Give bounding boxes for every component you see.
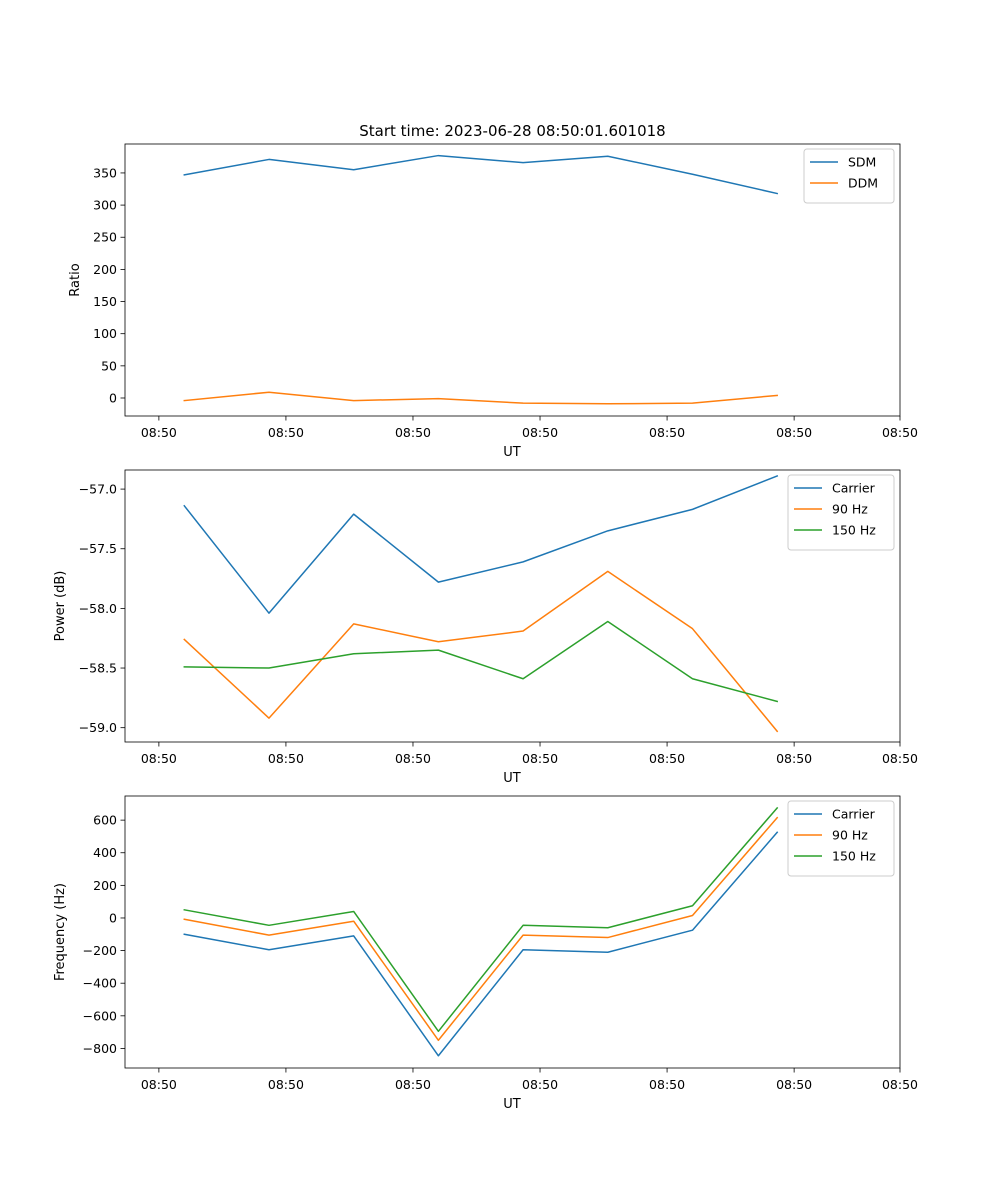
axes-frame [124, 469, 901, 743]
legend-label: DDM [848, 176, 878, 191]
x-axis-label: UT [503, 771, 521, 786]
legend: SDM DDM [803, 148, 895, 204]
y-tick-label: 350 [93, 165, 117, 180]
y-tick-label: 150 [93, 294, 117, 309]
y-tick-label: −57.0 [79, 482, 117, 497]
y-tick-label: 400 [93, 845, 117, 860]
x-tick-label: 08:50 [776, 1077, 812, 1092]
y-tick-label: −800 [83, 1041, 117, 1056]
figure-title: Start time: 2023-06-28 08:50:01.601018 [359, 122, 665, 140]
legend: Carrier 90 Hz 150 Hz [787, 800, 895, 877]
x-tick-label: 08:50 [882, 425, 918, 440]
series-line-sdm [183, 154, 779, 195]
series-line-150-hz [183, 806, 779, 1033]
y-tick-label: −57.5 [79, 541, 117, 556]
x-tick-label: 08:50 [882, 1077, 918, 1092]
y-tick-label: −600 [83, 1008, 117, 1023]
x-tick-label: 08:50 [268, 425, 304, 440]
y-tick-label: 0 [109, 390, 117, 405]
chart-panel-1: 08:50 08:50 08:50 08:50 08:50 08:50 08:50 0 50 10… [68, 143, 918, 460]
y-tick-label: 50 [101, 358, 117, 373]
x-tick-label: 08:50 [141, 1077, 177, 1092]
x-tick-label: 08:50 [522, 751, 558, 766]
y-axis-label: Ratio [68, 263, 83, 296]
legend-box [787, 800, 895, 877]
series-line-90-hz [183, 570, 779, 733]
x-tick-label: 08:50 [649, 1077, 685, 1092]
y-tick-label: −400 [83, 976, 117, 991]
axes-frame [124, 143, 901, 417]
x-tick-label: 08:50 [268, 1077, 304, 1092]
legend-label: Carrier [832, 481, 876, 496]
x-tick-label: 08:50 [522, 1077, 558, 1092]
y-tick-label: 200 [93, 878, 117, 893]
y-tick-label: 250 [93, 230, 117, 245]
y-tick-label: −58.0 [79, 601, 117, 616]
x-tick-label: 08:50 [395, 751, 431, 766]
x-tick-label: 08:50 [395, 1077, 431, 1092]
x-tick-label: 08:50 [141, 751, 177, 766]
chart-panel-3: 08:50 08:50 08:50 08:50 08:50 08:50 08:50 −800 −… [53, 795, 918, 1112]
axes-frame [124, 795, 901, 1069]
y-tick-label: 100 [93, 326, 117, 341]
x-tick-label: 08:50 [649, 425, 685, 440]
x-tick-label: 08:50 [776, 425, 812, 440]
x-tick-label: 08:50 [395, 425, 431, 440]
y-axis-label: Frequency (Hz) [53, 883, 68, 981]
x-axis-label: UT [503, 445, 521, 460]
y-tick-label: −59.0 [79, 720, 117, 735]
chart-panel-2: 08:50 08:50 08:50 08:50 08:50 08:50 08:50 −59.0… [53, 469, 918, 786]
y-tick-label: 0 [109, 910, 117, 925]
legend-label: SDM [848, 155, 876, 170]
series-line-90-hz [183, 816, 779, 1042]
x-tick-label: 08:50 [522, 425, 558, 440]
y-tick-label: 300 [93, 198, 117, 213]
series-line-150-hz [183, 620, 779, 703]
series-line-carrier [183, 474, 779, 614]
legend: Carrier 90 Hz 150 Hz [787, 474, 895, 551]
x-tick-label: 08:50 [649, 751, 685, 766]
y-tick-label: −58.5 [79, 661, 117, 676]
legend-label: 150 Hz [832, 523, 876, 538]
x-tick-label: 08:50 [268, 751, 304, 766]
y-tick-label: −200 [83, 943, 117, 958]
series-line-ddm [183, 391, 779, 405]
legend-label: 90 Hz [832, 828, 868, 843]
x-tick-label: 08:50 [141, 425, 177, 440]
legend-label: 90 Hz [832, 502, 868, 517]
legend-box [787, 474, 895, 551]
legend-label: 150 Hz [832, 849, 876, 864]
panels: 08:50 08:50 08:50 08:50 08:50 08:50 08:50 0 50 10… [53, 143, 918, 1112]
x-tick-label: 08:50 [776, 751, 812, 766]
y-tick-label: 200 [93, 262, 117, 277]
y-axis-label: Power (dB) [53, 571, 68, 642]
y-tick-label: 600 [93, 813, 117, 828]
x-tick-label: 08:50 [882, 751, 918, 766]
legend-label: Carrier [832, 807, 876, 822]
x-axis-label: UT [503, 1097, 521, 1112]
series-line-carrier [183, 831, 779, 1057]
